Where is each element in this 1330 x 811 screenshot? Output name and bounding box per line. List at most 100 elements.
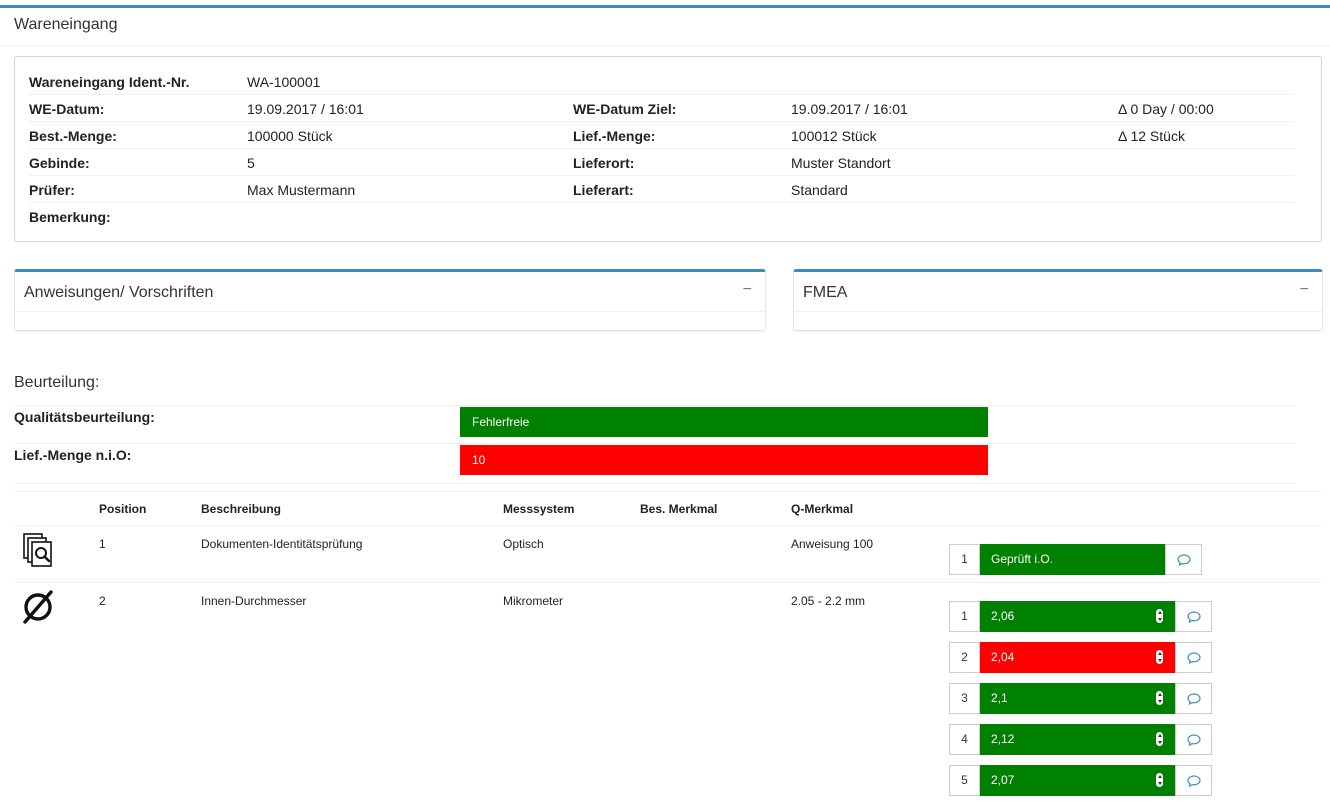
measurement-index: 2 <box>949 642 980 673</box>
divider <box>14 405 1296 406</box>
col-header-description: Beschreibung <box>201 502 282 516</box>
measurement-value: 2,12 <box>991 732 1015 746</box>
assessment-title: Beurteilung: <box>14 374 100 391</box>
row-position: 2 <box>99 594 106 608</box>
info-row-ident: Wareneingang Ident.-Nr. WA-100001 <box>29 68 1295 95</box>
spinner-icon[interactable] <box>1156 773 1163 787</box>
measurement-value: 2,07 <box>991 773 1015 787</box>
collapse-icon[interactable]: − <box>1299 281 1309 298</box>
measurement-index: 1 <box>949 544 980 575</box>
comment-button[interactable] <box>1175 683 1212 714</box>
diameter-icon <box>22 588 56 629</box>
measurement-input[interactable]: 2,1 <box>980 683 1175 714</box>
quality-assessment-value: Fehlerfreie <box>472 415 530 429</box>
info-row-quantity: Best.-Menge: 100000 Stück Lief.-Menge: 1… <box>29 122 1295 149</box>
delivery-type-label: Lieferart: <box>573 182 634 198</box>
collapse-icon[interactable]: − <box>742 281 752 298</box>
spinner-icon[interactable] <box>1156 691 1163 705</box>
comment-button[interactable] <box>1165 544 1202 575</box>
header-accent-bar <box>0 5 1330 8</box>
col-header-system: Messsystem <box>503 502 575 516</box>
fmea-panel-header: FMEA − <box>794 272 1322 312</box>
col-header-q: Q-Merkmal <box>791 502 854 516</box>
delivery-type-value: Standard <box>791 182 848 198</box>
remark-label: Bemerkung: <box>29 209 111 225</box>
row-system: Mikrometer <box>503 594 564 608</box>
nio-quantity-value: 10 <box>472 453 486 467</box>
measurement-row: 1 Geprüft i.O. <box>949 544 1202 575</box>
delivered-quantity-label: Lief.-Menge: <box>573 128 656 144</box>
comment-button[interactable] <box>1175 642 1212 673</box>
divider <box>14 483 1296 484</box>
comment-button[interactable] <box>1175 724 1212 755</box>
row-description: Dokumenten-Identitätsprüfung <box>201 537 363 551</box>
ordered-quantity-label: Best.-Menge: <box>29 128 117 144</box>
fmea-panel: FMEA − <box>793 269 1323 331</box>
date-label: WE-Datum: <box>29 101 105 117</box>
measurement-value: Geprüft i.O. <box>991 552 1054 566</box>
divider <box>14 443 1296 444</box>
container-label: Gebinde: <box>29 155 90 171</box>
col-header-special: Bes. Merkmal <box>640 502 718 516</box>
row-description: Innen-Durchmesser <box>201 594 307 608</box>
inspector-value: Max Mustermann <box>247 182 356 198</box>
spinner-icon[interactable] <box>1156 732 1163 746</box>
container-value: 5 <box>247 155 255 171</box>
comment-icon <box>1187 693 1201 705</box>
measurement-row: 2 2,04 <box>949 642 1212 673</box>
goods-receipt-info-box: Wareneingang Ident.-Nr. WA-100001 WE-Dat… <box>14 56 1322 242</box>
table-header-border <box>14 525 1322 526</box>
measurement-input[interactable]: 2,12 <box>980 724 1175 755</box>
measurement-index: 1 <box>949 601 980 632</box>
comment-button[interactable] <box>1175 765 1212 796</box>
row-q-feature: Anweisung 100 <box>791 537 874 551</box>
quantity-delta: Δ 12 Stück <box>1118 128 1185 144</box>
measurement-index: 3 <box>949 683 980 714</box>
info-row-container: Gebinde: 5 Lieferort: Muster Standort <box>29 149 1295 176</box>
row-position: 1 <box>99 537 106 551</box>
measurement-input[interactable]: 2,04 <box>980 642 1175 673</box>
info-row-inspector: Prüfer: Max Mustermann Lieferart: Standa… <box>29 176 1295 203</box>
delivery-location-label: Lieferort: <box>573 155 635 171</box>
spinner-icon[interactable] <box>1156 609 1163 623</box>
page-title: Wareneingang <box>14 16 118 33</box>
date-value: 19.09.2017 / 16:01 <box>247 101 364 117</box>
document-search-icon <box>22 532 54 571</box>
instructions-panel: Anweisungen/ Vorschriften − <box>14 269 766 331</box>
measurement-row: 1 2,06 <box>949 601 1212 632</box>
target-date-value: 19.09.2017 / 16:01 <box>791 101 908 117</box>
measurement-value: 2,1 <box>991 691 1008 705</box>
date-delta: Δ 0 Day / 00:00 <box>1118 101 1214 117</box>
row-q-feature: 2.05 - 2.2 mm <box>791 594 866 608</box>
measurement-value: 2,06 <box>991 609 1015 623</box>
comment-icon <box>1187 775 1201 787</box>
measurement-select[interactable]: Geprüft i.O. <box>980 544 1165 575</box>
nio-quantity-label: Lief.-Menge n.i.O: <box>14 447 132 463</box>
ident-value: WA-100001 <box>247 74 321 90</box>
measurement-index: 4 <box>949 724 980 755</box>
info-row-date: WE-Datum: 19.09.2017 / 16:01 WE-Datum Zi… <box>29 95 1295 122</box>
delivery-location-value: Muster Standort <box>791 155 891 171</box>
delivered-quantity-value: 100012 Stück <box>791 128 877 144</box>
quality-assessment-select[interactable]: Fehlerfreie <box>460 407 988 437</box>
target-date-label: WE-Datum Ziel: <box>573 101 677 117</box>
comment-icon <box>1187 611 1201 623</box>
quality-assessment-label: Qualitätsbeurteilung: <box>14 409 155 425</box>
fmea-panel-title: FMEA <box>803 284 848 301</box>
comment-icon <box>1187 652 1201 664</box>
comment-button[interactable] <box>1175 601 1212 632</box>
inspector-label: Prüfer: <box>29 182 75 198</box>
measurement-input[interactable]: 2,06 <box>980 601 1175 632</box>
ordered-quantity-value: 100000 Stück <box>247 128 333 144</box>
comment-icon <box>1187 734 1201 746</box>
comment-icon <box>1177 554 1191 566</box>
instructions-panel-title: Anweisungen/ Vorschriften <box>24 284 214 301</box>
nio-quantity-input[interactable]: 10 <box>460 445 988 475</box>
col-header-position: Position <box>99 502 147 516</box>
measurement-row: 3 2,1 <box>949 683 1212 714</box>
measurement-input[interactable]: 2,07 <box>980 765 1175 796</box>
spinner-icon[interactable] <box>1156 650 1163 664</box>
measurement-value: 2,04 <box>991 650 1015 664</box>
measurement-index: 5 <box>949 765 980 796</box>
info-row-remark: Bemerkung: <box>29 203 1295 230</box>
